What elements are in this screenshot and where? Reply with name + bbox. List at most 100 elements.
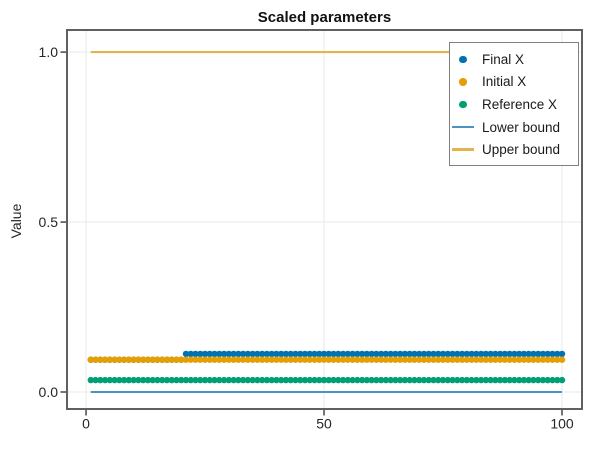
data-point <box>235 356 242 363</box>
data-point <box>401 350 409 358</box>
data-point <box>201 376 209 384</box>
data-point <box>387 356 394 363</box>
data-point <box>473 356 480 363</box>
data-point <box>520 376 528 384</box>
data-point <box>163 356 171 363</box>
data-point <box>554 350 561 358</box>
data-point <box>549 356 556 363</box>
data-point <box>311 356 318 363</box>
series-initial-x <box>87 356 566 363</box>
data-point <box>501 376 509 384</box>
data-point <box>430 356 437 363</box>
y-tick-label: 0.5 <box>39 214 59 230</box>
chart-title: Scaled parameters <box>257 9 392 26</box>
data-point <box>311 376 318 384</box>
data-point <box>144 356 152 363</box>
data-point <box>420 356 428 363</box>
data-point <box>263 350 271 358</box>
data-point <box>268 376 275 384</box>
data-point <box>473 350 480 358</box>
data-point <box>406 356 413 363</box>
data-point <box>92 356 99 363</box>
data-point <box>377 376 385 384</box>
data-point <box>230 356 237 363</box>
legend-entry-lower-bound: Lower bound <box>450 116 578 139</box>
data-point <box>120 376 128 384</box>
data-point <box>187 376 194 384</box>
data-point <box>178 376 185 384</box>
data-point <box>206 350 213 358</box>
data-point <box>549 376 556 384</box>
data-point <box>268 350 275 358</box>
data-point <box>463 356 471 363</box>
data-point <box>301 376 309 384</box>
data-point <box>477 356 485 363</box>
data-point <box>130 376 137 384</box>
data-point <box>558 350 566 358</box>
data-point <box>182 356 190 363</box>
data-point <box>454 376 461 384</box>
data-point <box>101 356 109 363</box>
data-point <box>139 376 147 384</box>
data-point <box>282 376 290 384</box>
data-point <box>139 356 147 363</box>
data-point <box>535 376 542 384</box>
data-point <box>163 376 171 384</box>
data-point <box>411 376 418 384</box>
data-point <box>287 350 294 358</box>
data-point <box>406 376 413 384</box>
data-point <box>187 350 194 358</box>
data-point <box>368 376 375 384</box>
data-point <box>192 356 199 363</box>
data-point <box>197 376 204 384</box>
data-point <box>354 376 361 384</box>
data-point <box>482 350 490 358</box>
data-point <box>496 376 504 384</box>
data-point <box>306 350 313 358</box>
data-point <box>339 376 347 384</box>
data-point <box>511 350 518 358</box>
data-point <box>396 376 404 384</box>
legend-label: Final X <box>482 51 525 67</box>
data-point <box>349 356 356 363</box>
data-point <box>544 356 551 363</box>
data-point <box>554 356 561 363</box>
data-point <box>330 376 337 384</box>
data-point <box>254 350 261 358</box>
data-point <box>468 356 475 363</box>
data-point <box>515 350 523 358</box>
data-point <box>520 356 528 363</box>
data-point <box>416 376 423 384</box>
data-point <box>506 356 513 363</box>
data-point <box>482 356 490 363</box>
data-point <box>482 376 490 384</box>
data-point <box>168 376 175 384</box>
data-point <box>211 350 218 358</box>
data-point <box>458 350 466 358</box>
data-point <box>287 376 294 384</box>
data-point <box>373 350 380 358</box>
data-point <box>439 350 447 358</box>
data-point <box>539 350 547 358</box>
data-point <box>330 350 337 358</box>
data-point <box>297 356 304 363</box>
data-point <box>501 350 509 358</box>
data-point <box>106 376 114 384</box>
data-point <box>182 376 190 384</box>
data-point <box>363 350 371 358</box>
data-point <box>135 376 142 384</box>
data-point <box>444 350 451 358</box>
data-point <box>116 356 123 363</box>
data-point <box>544 376 551 384</box>
data-point <box>254 356 261 363</box>
data-point <box>168 356 175 363</box>
data-point <box>225 376 233 384</box>
data-point <box>277 356 285 363</box>
data-point <box>149 356 156 363</box>
data-point <box>230 350 237 358</box>
data-point <box>230 376 237 384</box>
data-point <box>449 376 456 384</box>
data-point <box>373 356 380 363</box>
data-point <box>387 350 394 358</box>
